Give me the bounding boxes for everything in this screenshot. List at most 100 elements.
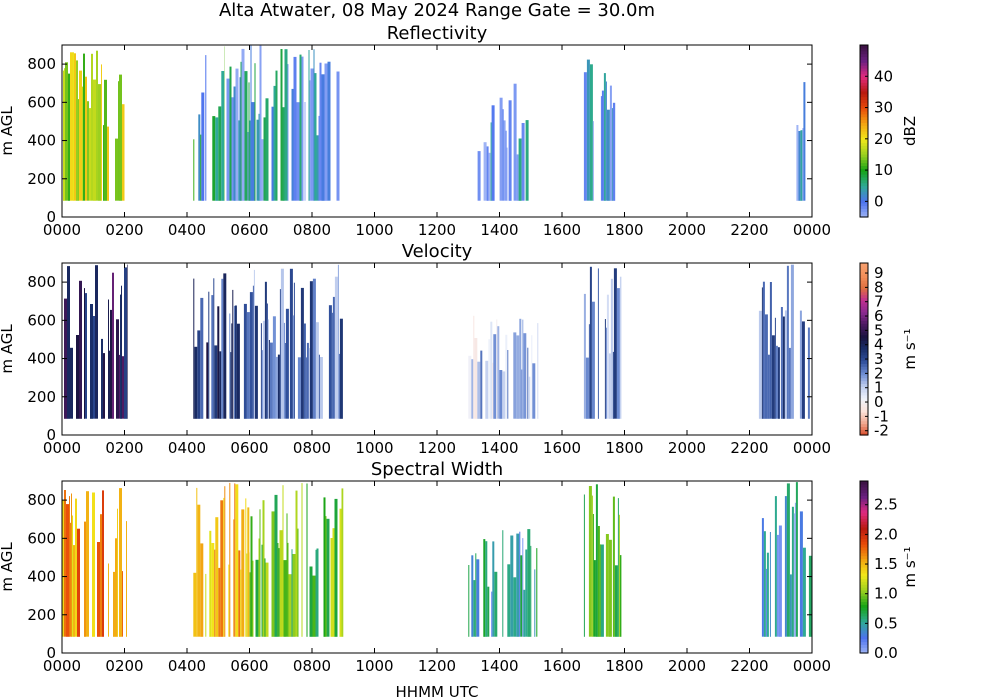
echo-column	[521, 369, 523, 419]
colorbar-band	[860, 483, 868, 488]
echo-column	[212, 116, 216, 201]
echo-column	[214, 549, 216, 637]
echo-column	[269, 342, 273, 419]
colorbar-band	[860, 360, 868, 364]
echo-column	[800, 130, 803, 201]
colorbar-band	[860, 73, 868, 78]
echo-column	[104, 79, 107, 201]
echo-column	[522, 319, 524, 419]
echo-column	[119, 74, 122, 201]
colorbar-band	[860, 621, 868, 625]
x-tick-label: 1400	[480, 439, 518, 457]
echo-column	[599, 544, 601, 637]
echo-column	[229, 313, 231, 419]
echo-column	[197, 330, 201, 419]
echo-column	[244, 71, 248, 201]
echo-column	[338, 353, 340, 419]
echo-column	[589, 64, 593, 201]
echo-column	[592, 514, 594, 637]
x-tick-label: 2000	[668, 657, 706, 675]
x-tick-label: 1200	[418, 221, 456, 239]
echo-column	[283, 560, 287, 637]
echo-column	[808, 555, 812, 637]
echo-column	[802, 128, 804, 201]
y-tick-label: 800	[27, 55, 56, 73]
echo-column	[802, 547, 806, 637]
colorbar-band	[860, 526, 868, 531]
echo-column	[324, 63, 328, 201]
echo-column	[193, 278, 195, 419]
echo-column	[73, 545, 75, 637]
x-tick-label: 2000	[668, 439, 706, 457]
colorbar-band	[860, 79, 868, 83]
colorbar-band	[860, 340, 868, 344]
echo-column	[536, 548, 538, 637]
colorbar-band	[860, 575, 868, 580]
colorbar-tick-label: 8	[874, 278, 884, 296]
echo-column	[265, 98, 269, 201]
echo-column	[334, 498, 338, 637]
echo-column	[253, 269, 255, 419]
colorbar-band	[860, 647, 868, 651]
colorbar-label: dBZ	[901, 116, 919, 146]
echo-column	[287, 64, 289, 201]
echo-column	[612, 496, 615, 637]
echo-column	[507, 564, 511, 637]
echo-column	[254, 305, 258, 419]
echo-column	[84, 521, 86, 637]
echo-column	[291, 88, 294, 201]
colorbar-band	[860, 343, 868, 347]
echo-column	[619, 276, 622, 419]
colorbar-band	[860, 601, 868, 605]
colorbar-band	[860, 70, 868, 75]
x-tick-label: 2200	[730, 439, 768, 457]
colorbar-band	[860, 153, 868, 158]
colorbar-band	[860, 394, 868, 399]
echo-column	[282, 107, 285, 201]
echo-column	[788, 347, 791, 419]
colorbar-band	[860, 133, 868, 138]
colorbar-band	[860, 308, 868, 313]
echo-data	[64, 264, 810, 419]
echo-column	[229, 482, 231, 637]
x-axis-label: HHMM UTC	[396, 683, 479, 700]
x-tick-label: 1800	[605, 439, 643, 457]
echo-column	[499, 97, 503, 201]
echo-column	[287, 542, 289, 637]
colorbar-band	[860, 432, 868, 436]
echo-column	[275, 356, 278, 419]
colorbar-band	[860, 168, 868, 172]
echo-column	[65, 62, 68, 201]
echo-column	[234, 305, 237, 419]
echo-column	[527, 347, 529, 419]
colorbar-band	[860, 558, 868, 562]
colorbar-band	[860, 108, 868, 112]
colorbar-band	[860, 412, 868, 416]
x-tick-label: 0000	[793, 439, 831, 457]
echo-column	[245, 498, 247, 637]
echo-column	[513, 332, 517, 419]
colorbar-band	[860, 194, 868, 198]
echo-column	[331, 312, 333, 419]
echo-column	[339, 318, 343, 419]
colorbar-band	[860, 644, 868, 648]
colorbar-band	[860, 357, 868, 362]
colorbar-band	[860, 598, 868, 602]
colorbar-label: m s⁻¹	[901, 328, 919, 369]
echo-column	[521, 123, 525, 201]
colorbar-band	[860, 328, 868, 333]
colorbar-band	[860, 400, 868, 405]
colorbar-band	[860, 162, 868, 166]
echo-column	[588, 486, 592, 637]
colorbar-band	[860, 403, 868, 407]
echo-column	[319, 62, 322, 201]
echo-column	[90, 304, 93, 419]
colorbar-tick-label: 1	[874, 379, 884, 397]
colorbar-band	[860, 82, 868, 86]
echo-column	[616, 288, 620, 419]
echo-column	[605, 534, 609, 637]
echo-column	[272, 316, 276, 419]
echo-column	[108, 299, 109, 419]
echo-column	[279, 289, 281, 419]
echo-column	[790, 264, 794, 419]
